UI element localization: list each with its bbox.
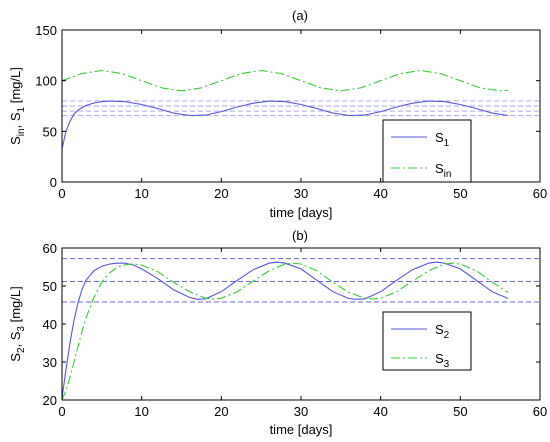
x-tick-label: 0: [58, 404, 65, 419]
legend-label: S2: [435, 322, 450, 341]
y-tick-label: 30: [43, 355, 57, 370]
legend-label: S3: [435, 351, 450, 370]
y-tick-label: 50: [43, 279, 57, 294]
series-line-s-1: [61, 100, 509, 149]
y-axis-ticks: 20 30 40 50 60: [43, 241, 540, 408]
legend-label: S1: [435, 130, 450, 149]
y-tick-label: 60: [43, 241, 57, 256]
series-line-s-3: [61, 262, 509, 401]
chart-title: (b): [292, 228, 308, 243]
y-tick-label: 100: [35, 74, 57, 89]
x-tick-label: 10: [134, 404, 148, 419]
legend-box: [382, 119, 472, 183]
x-tick-label: 60: [533, 186, 547, 201]
x-tick-label: 50: [453, 186, 467, 201]
legend-label: Sin: [435, 161, 451, 180]
x-tick-label: 40: [373, 404, 387, 419]
x-tick-label: 60: [533, 404, 547, 419]
x-tick-label: 30: [294, 186, 308, 201]
x-tick-label: 30: [294, 404, 308, 419]
x-axis-label: time [days]: [270, 422, 333, 437]
y-tick-label: 0: [50, 175, 57, 190]
legend: S1 Sin: [382, 119, 472, 183]
y-tick-label: 20: [43, 393, 57, 408]
series-line-s-in: [61, 69, 509, 92]
legend-box: [382, 311, 472, 371]
y-tick-label: 150: [35, 23, 57, 38]
series-group: [61, 261, 509, 401]
x-tick-label: 10: [134, 186, 148, 201]
y-tick-label: 40: [43, 317, 57, 332]
x-axis-label: time [days]: [270, 205, 333, 220]
panel-b: (b) 0 10 20 30 40 50 60 20 30 40 50 60 time [days]…: [8, 228, 547, 437]
legend: S2 S3: [382, 311, 472, 371]
series-group: [61, 69, 509, 149]
x-tick-label: 20: [214, 404, 228, 419]
x-tick-label: 40: [373, 186, 387, 201]
x-tick-label: 20: [214, 186, 228, 201]
x-axis-ticks: 0 10 20 30 40 50 60: [58, 248, 547, 419]
series-line-s-2: [61, 261, 509, 399]
chart-title: (a): [292, 8, 308, 23]
y-axis-ticks: 0 50 100 150: [35, 23, 540, 190]
y-tick-label: 50: [43, 124, 57, 139]
y-axis-label: S2, S3 [mg/L]: [8, 286, 27, 361]
x-tick-label: 0: [58, 186, 65, 201]
x-tick-label: 50: [453, 404, 467, 419]
y-axis-label: Sin, S1 [mg/L]: [8, 67, 27, 145]
